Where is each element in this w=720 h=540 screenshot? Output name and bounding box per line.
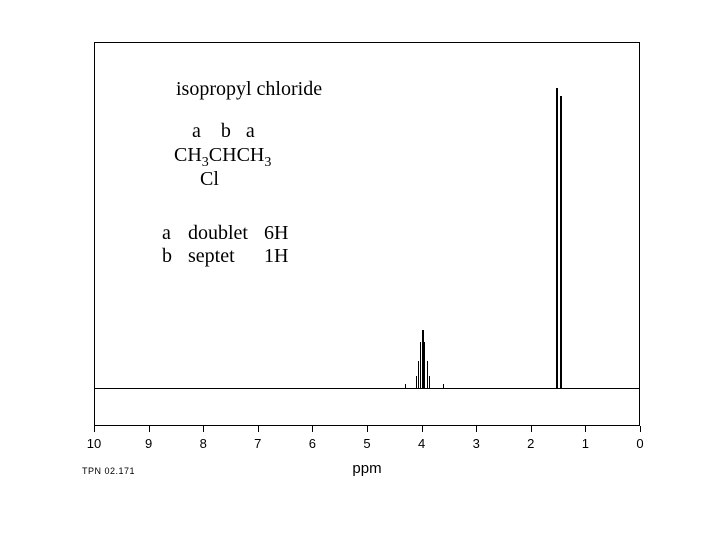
- x-tick: [94, 426, 95, 432]
- x-tick-label: 0: [636, 436, 643, 451]
- x-tick: [258, 426, 259, 432]
- x-tick: [640, 426, 641, 432]
- proton-labels-line: a b a: [192, 120, 255, 143]
- x-tick-label: 8: [200, 436, 207, 451]
- corner-code: TPN 02.171: [82, 466, 135, 476]
- x-tick: [531, 426, 532, 432]
- x-tick-label: 2: [527, 436, 534, 451]
- assignment-row: a doublet 6H: [162, 222, 304, 245]
- x-tick-label: 9: [145, 436, 152, 451]
- label-a: a: [192, 120, 201, 142]
- x-tick: [149, 426, 150, 432]
- x-tick: [367, 426, 368, 432]
- x-tick-label: 7: [254, 436, 261, 451]
- x-tick: [203, 426, 204, 432]
- spectrum-peak: [443, 384, 444, 388]
- spectrum-peak: [429, 376, 430, 388]
- assign-integ: 1H: [264, 245, 304, 268]
- x-tick-label: 10: [87, 436, 101, 451]
- spectrum-peak: [416, 376, 417, 388]
- spectrum-peak: [418, 361, 419, 388]
- x-tick-label: 6: [309, 436, 316, 451]
- assign-mult: doublet: [188, 222, 264, 245]
- spectrum-peak: [424, 342, 425, 388]
- assignment-table: a doublet 6H b septet 1H: [162, 222, 304, 268]
- x-tick: [422, 426, 423, 432]
- x-tick-label: 5: [363, 436, 370, 451]
- x-tick-label: 4: [418, 436, 425, 451]
- label-b: b: [221, 120, 231, 142]
- compound-title: isopropyl chloride: [176, 78, 322, 101]
- cl-label: Cl: [200, 168, 219, 191]
- assign-proton: b: [162, 245, 188, 268]
- spectrum-peak: [556, 88, 558, 388]
- assign-mult: septet: [188, 245, 264, 268]
- assign-proton: a: [162, 222, 188, 245]
- spectrum-peak: [422, 330, 424, 388]
- assign-integ: 6H: [264, 222, 304, 245]
- x-tick: [312, 426, 313, 432]
- x-tick-label: 1: [582, 436, 589, 451]
- spectrum-peak: [405, 384, 406, 388]
- x-tick: [585, 426, 586, 432]
- spectrum-peak: [427, 361, 428, 388]
- x-tick: [476, 426, 477, 432]
- nmr-plot: isopropyl chloride a b a CH3CHCH3 Cl a d…: [94, 42, 640, 426]
- spectrum-peak: [560, 96, 562, 388]
- molecular-formula: CH3CHCH3: [174, 144, 271, 167]
- label-a2: a: [246, 120, 255, 142]
- x-axis-label: ppm: [352, 460, 381, 477]
- spectrum-baseline: [94, 388, 640, 389]
- assignment-row: b septet 1H: [162, 245, 304, 268]
- x-tick-label: 3: [473, 436, 480, 451]
